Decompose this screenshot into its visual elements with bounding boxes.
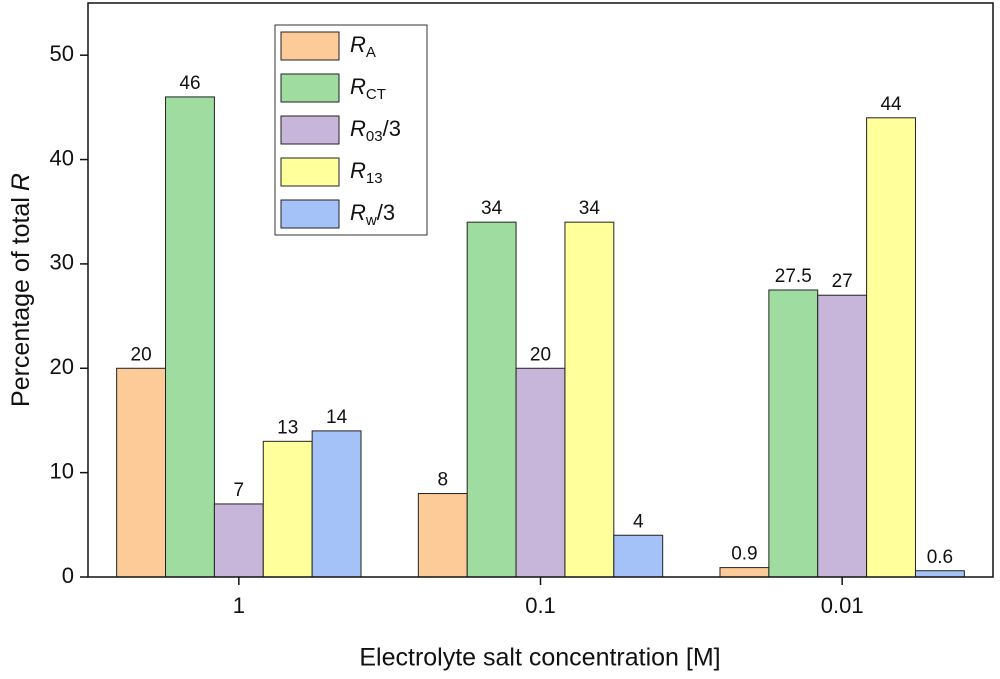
bar [417,493,468,578]
legend-label: R03/3 [350,116,401,145]
plot-frame [87,2,994,578]
y-tick-label: 50 [50,41,74,66]
legend-sub: A [366,44,376,61]
legend-label: RCT [350,74,386,103]
bar [116,367,167,578]
value-label: 4 [633,511,644,532]
value-label: 13 [277,417,298,438]
legend-name: R [350,200,366,225]
y-tick-label: 10 [50,458,74,483]
bar [564,221,615,578]
bar [914,570,965,578]
bar [613,534,664,578]
legend-sub: 13 [366,170,383,187]
y-axis-label-text: Percentage of total [7,197,35,407]
y-axis-label-var: R [7,173,35,191]
legend-suffix: /3 [377,200,395,225]
bar [866,117,916,578]
legend-swatch [280,199,340,229]
value-label: 34 [579,198,601,219]
legend-label: RA [350,32,376,61]
x-axis-label: Electrolyte salt concentration [M] [359,644,720,672]
y-tick-label: 30 [50,250,74,275]
legend-name: R [350,158,366,183]
value-label: 0.9 [731,544,757,565]
bar [311,430,362,578]
legend-name: R [350,74,366,99]
legend-swatch [280,157,340,187]
value-label: 8 [437,470,448,491]
legend-sub: CT [366,86,386,103]
x-tick-label: 1 [233,593,245,618]
value-label: 14 [326,407,348,428]
legend-sub: 03 [366,128,383,145]
value-label: 7 [234,480,245,501]
value-label: 27.5 [775,266,812,287]
bar [768,289,819,578]
value-label: 20 [131,344,152,365]
legend-swatch [280,73,340,103]
bar [262,440,313,578]
legend-swatch [280,115,340,145]
legend-swatch [280,31,340,61]
bar [165,96,215,578]
bar [466,221,517,578]
y-tick-label: 0 [62,563,74,588]
legend-name: R [350,32,366,57]
legend-suffix: /3 [383,116,401,141]
bar [719,567,770,578]
legend-label: R13 [350,158,383,187]
value-label: 44 [880,94,902,115]
value-label: 0.6 [927,547,953,568]
x-tick-label: 0.01 [821,593,864,618]
legend-name: R [350,116,366,141]
legend-label: Rw/3 [350,200,395,229]
x-tick-label: 0.1 [525,593,556,618]
bar [515,367,566,578]
legend-sub: w [365,212,377,229]
value-label: 46 [179,73,200,94]
bar [817,294,868,578]
y-axis-label: Percentage of total R [7,173,35,407]
value-label: 27 [832,271,853,292]
value-label: 34 [481,198,503,219]
bar [213,503,264,578]
y-tick-label: 40 [50,145,74,170]
value-label: 20 [530,344,551,365]
y-tick-label: 20 [50,354,74,379]
